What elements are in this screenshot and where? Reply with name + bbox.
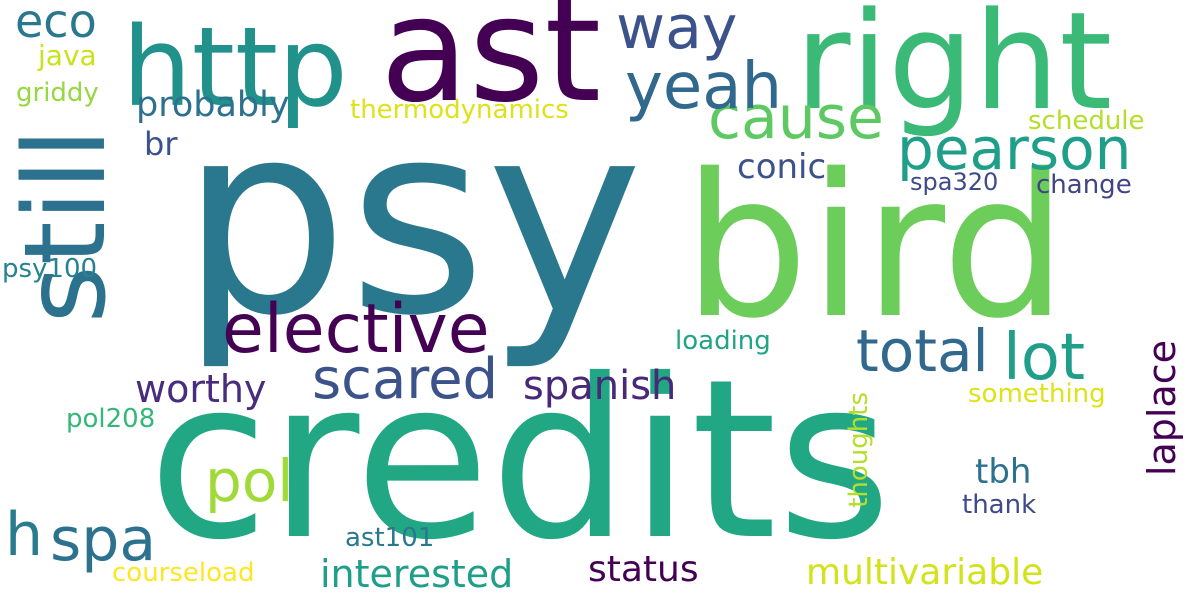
word-status: status [588,549,699,590]
word-multivariable: multivariable [806,552,1044,593]
word-probably: probably [136,85,290,125]
word-laplace: laplace [1140,340,1184,477]
word-java: java [38,39,97,72]
word-interested: interested [320,552,514,596]
word-credits: credits [148,332,892,588]
word-spa320: spa320 [910,168,999,196]
word-thermodynamics: thermodynamics [350,95,569,125]
word-spanish: spanish [523,363,677,409]
word-h: h [5,500,44,570]
word-ast101: ast101 [345,523,435,553]
word-pearson: pearson [897,115,1132,183]
word-scared: scared [312,347,499,412]
word-tbh: tbh [975,452,1032,492]
word-way: way [616,0,738,63]
word-thoughts: thoughts [844,392,874,508]
word-lot: lot [1003,321,1086,395]
word-loading: loading [675,326,771,356]
word-schedule: schedule [1028,106,1145,136]
word-worthy: worthy [135,367,267,411]
word-psy100: psy100 [2,254,98,284]
word-change: change [1036,170,1132,200]
word-still: still [1,128,131,324]
word-total: total [856,317,989,385]
word-spa: spa [50,505,157,575]
word-psy: psy [180,66,644,374]
word-thank: thank [962,490,1037,520]
word-cause: cause [708,83,884,153]
word-elective: elective [222,290,490,369]
word-something: something [968,379,1106,409]
word-right: right [795,0,1113,140]
word-http: http [122,3,348,131]
word-br: br [144,125,178,163]
word-eco: eco [15,0,97,48]
word-ast: ast [380,0,602,135]
word-griddy: griddy [16,78,99,108]
word-yeah: yeah [625,50,783,124]
word-pol208: pol208 [66,404,156,434]
word-courseload: courseload [112,558,255,588]
word-bird: bird [683,131,1068,362]
word-conic: conic [737,147,827,187]
word-pol: pol [205,447,294,515]
